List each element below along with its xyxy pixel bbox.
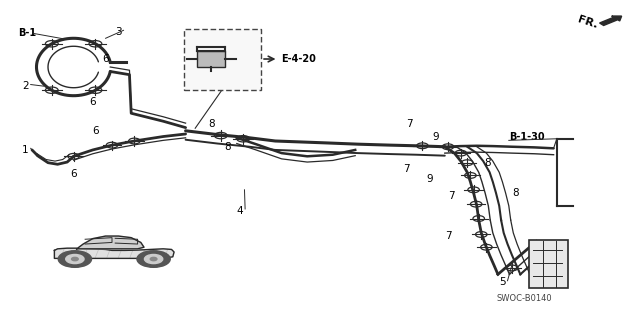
FancyBboxPatch shape — [184, 29, 261, 90]
FancyBboxPatch shape — [529, 240, 568, 288]
Circle shape — [150, 257, 157, 261]
FancyArrow shape — [600, 16, 621, 26]
Text: E-4-20: E-4-20 — [282, 54, 316, 64]
Text: 4: 4 — [237, 205, 243, 216]
Text: B-1: B-1 — [18, 28, 36, 39]
Text: 8: 8 — [208, 119, 214, 130]
Text: 8: 8 — [512, 188, 518, 198]
Text: 6: 6 — [70, 169, 77, 179]
Text: 7: 7 — [403, 164, 410, 174]
Text: 6: 6 — [102, 54, 109, 64]
Circle shape — [58, 251, 92, 267]
Circle shape — [137, 251, 170, 267]
Bar — [197, 51, 225, 67]
Circle shape — [145, 255, 163, 263]
Text: 7: 7 — [448, 191, 454, 201]
Circle shape — [66, 255, 84, 263]
Text: 5: 5 — [499, 277, 506, 287]
Text: 8: 8 — [484, 158, 491, 168]
Circle shape — [72, 257, 78, 261]
Polygon shape — [77, 236, 144, 249]
Text: FR.: FR. — [576, 14, 598, 30]
Text: 2: 2 — [22, 81, 29, 91]
Text: 9: 9 — [432, 132, 438, 142]
Text: 6: 6 — [90, 97, 96, 107]
Text: B-1-30: B-1-30 — [509, 132, 545, 142]
Text: 1: 1 — [22, 145, 29, 155]
Text: 7: 7 — [445, 231, 451, 241]
Text: 7: 7 — [406, 119, 413, 130]
Text: 3: 3 — [115, 27, 122, 37]
Polygon shape — [54, 248, 174, 258]
Text: SWOC-B0140: SWOC-B0140 — [497, 294, 552, 303]
Text: 6: 6 — [93, 126, 99, 136]
Text: 9: 9 — [427, 174, 433, 184]
Text: 8: 8 — [224, 142, 230, 152]
